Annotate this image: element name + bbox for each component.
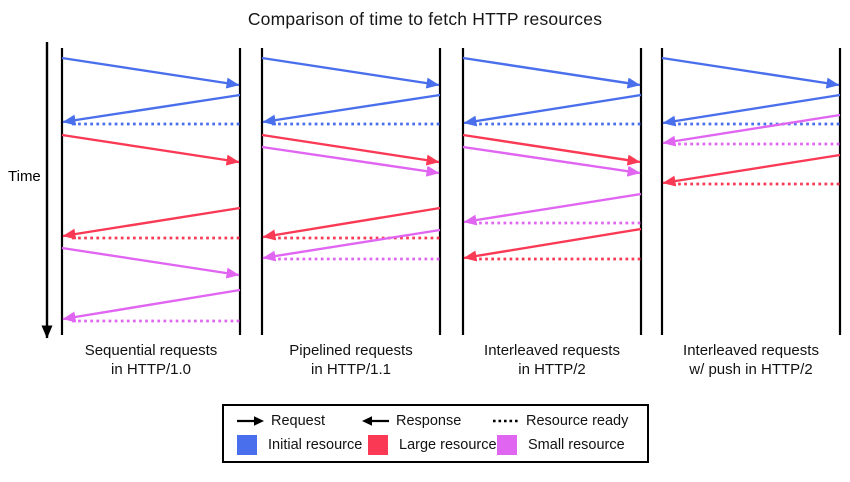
legend-item-initial-resource: Initial resource [237,435,362,455]
time-axis-label: Time [8,168,41,185]
small-response-arrow [262,228,441,262]
page-title: Comparison of time to fetch HTTP resourc… [247,9,603,29]
initial-response-arrow [62,93,241,126]
caption-line: in HTTP/2 [518,361,586,378]
legend-item-resource-ready: Resource ready [492,411,628,431]
legend-item-request: Request [237,411,325,431]
caption-http2-push: Interleaved requests w/ push in HTTP/2 [641,341,850,379]
initial-request-arrow [462,56,641,89]
large-response-arrow [262,206,441,241]
legend-label: Initial resource [268,437,363,453]
large-request-arrow [261,133,440,166]
small-resource-swatch [497,435,517,455]
small-response-arrow [662,113,841,147]
large-request-arrow [462,133,641,166]
caption-line: in HTTP/1.1 [310,361,392,378]
large-response-arrow [463,227,642,262]
caption-line: Pipelined requests [289,342,413,359]
legend: Request Response Resource ready Initial … [222,404,649,463]
large-resource-swatch [368,435,388,455]
initial-response-arrow [262,93,441,126]
legend-item-small-resource: Small resource [497,435,625,455]
small-request-arrow [462,145,641,177]
caption-line: Interleaved requests [484,342,620,359]
caption-http10: Sequential requests in HTTP/1.0 [41,341,261,379]
legend-label: Response [396,413,462,429]
request-arrow-icon [237,416,264,426]
small-response-arrow [463,192,642,226]
caption-http2: Interleaved requests in HTTP/2 [442,341,662,379]
legend-item-large-resource: Large resource [368,435,497,455]
legend-label: Resource ready [526,413,629,429]
large-request-arrow [61,133,240,166]
small-request-arrow [61,246,240,279]
legend-label: Large resource [399,437,497,453]
caption-http11: Pipelined requests in HTTP/1.1 [241,341,461,379]
legend-label: Small resource [528,437,625,453]
large-response-arrow [662,153,841,187]
dotted-line-icon [493,419,518,423]
caption-line: Interleaved requests [683,342,819,359]
legend-label: Request [271,413,326,429]
response-arrow-icon [362,416,389,426]
initial-response-arrow [662,93,841,127]
small-request-arrow [261,145,440,177]
initial-response-arrow [463,93,642,127]
large-response-arrow [62,206,241,240]
initial-request-arrow [261,56,440,89]
initial-request-arrow [61,56,240,89]
small-response-arrow [62,288,241,323]
initial-resource-swatch [237,435,257,455]
caption-line: w/ push in HTTP/2 [689,361,813,378]
caption-line: in HTTP/1.0 [110,361,192,378]
legend-item-response: Response [362,411,461,431]
caption-line: Sequential requests [84,342,218,359]
initial-request-arrow [661,56,840,89]
